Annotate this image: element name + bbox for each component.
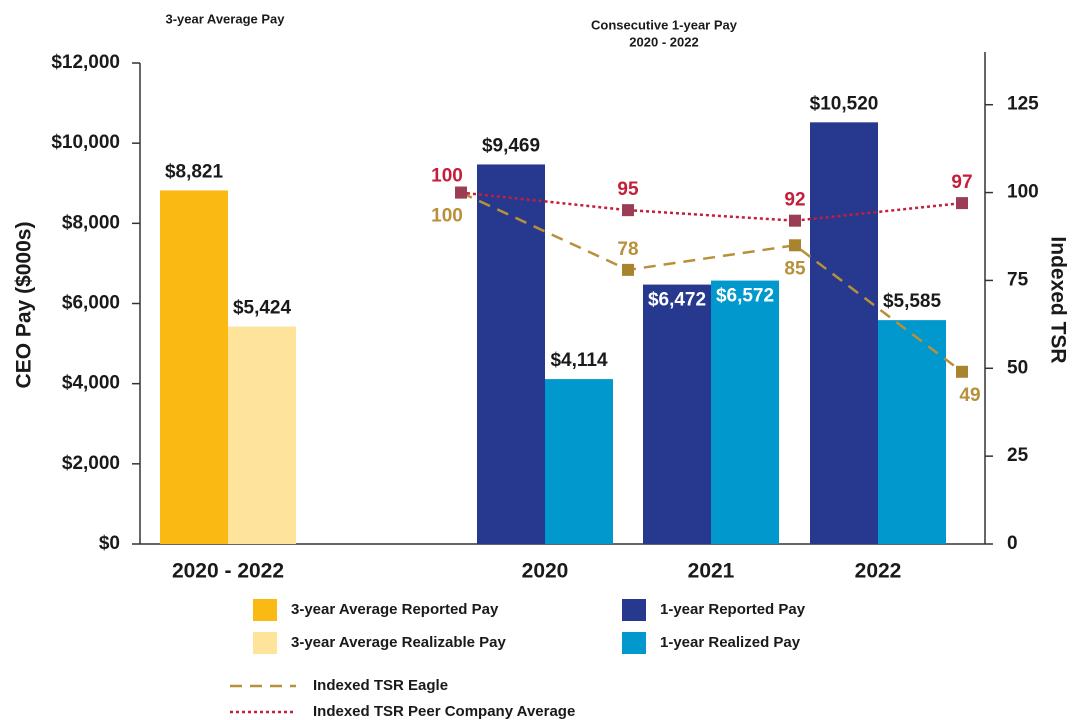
y2-tick-label: 125 [1007,94,1039,115]
value-label: $8,821 [165,161,224,182]
tsr-marker [789,214,801,227]
y-tick-label: $8,000 [62,212,120,233]
y-tick-label: $6,000 [62,293,120,314]
legend-label: Indexed TSR Peer Company Average [313,703,575,720]
tsr-label: 49 [959,385,980,406]
bar [643,284,711,544]
tsr-label: 78 [617,239,638,260]
tsr-label: 85 [784,258,806,279]
legend-label: 1-year Reported Pay [660,601,806,618]
y2-tick-label: 0 [1007,533,1018,554]
tsr-marker [956,365,968,378]
bar [228,326,296,544]
header: Consecutive 1-year Pay [591,17,738,32]
tsr-label: 100 [431,206,463,227]
legend-swatch [253,632,277,654]
y2-tick-label: 50 [1007,357,1028,378]
x-tick-label: 2020 - 2022 [172,560,284,583]
value-label: $9,469 [482,135,540,156]
y-tick-label: $4,000 [62,373,120,394]
bar [477,164,545,544]
legend-label: 3-year Average Realizable Pay [291,634,507,651]
y-tick-label: $10,000 [51,132,120,153]
legend-label: Indexed TSR Eagle [313,677,448,694]
tsr-marker [622,263,634,276]
value-label: $6,572 [716,286,774,307]
y-tick-label: $12,000 [51,52,120,73]
y-tick-label: $2,000 [62,453,120,474]
tsr-marker [622,204,634,217]
y-axis-label: CEO Pay ($000s) [13,222,36,389]
y-tick-label: $0 [99,533,120,554]
tsr-line [460,191,963,373]
x-tick-label: 2022 [855,560,902,583]
legend-label: 3-year Average Reported Pay [291,601,499,618]
header: 2020 - 2022 [629,34,698,49]
header: 3-year Average Pay [165,11,285,26]
x-tick-label: 2020 [522,560,569,583]
value-label: $6,472 [648,290,706,311]
bar [810,122,878,544]
y2-tick-label: 25 [1007,445,1029,466]
value-label: $4,114 [550,350,607,371]
bar [878,320,946,544]
bar [545,379,613,544]
tsr-marker [789,239,801,252]
value-label: $5,424 [233,298,292,319]
legend-swatch [622,599,646,621]
legend-swatch [622,632,646,654]
y2-axis-label: Indexed TSR [1046,236,1069,363]
tsr-label: 100 [431,166,463,187]
y2-tick-label: 75 [1007,269,1029,290]
tsr-label: 92 [784,190,805,211]
tsr-label: 95 [617,179,639,200]
tsr-marker [956,197,968,210]
legend-swatch [253,599,277,621]
y2-tick-label: 100 [1007,182,1039,203]
bar [711,280,779,544]
x-tick-label: 2021 [688,560,735,583]
tsr-label: 97 [951,172,972,193]
value-label: $10,520 [810,93,879,114]
bar [160,190,228,544]
legend-label: 1-year Realized Pay [660,634,801,651]
value-label: $5,585 [883,291,942,312]
tsr-marker [455,186,467,199]
